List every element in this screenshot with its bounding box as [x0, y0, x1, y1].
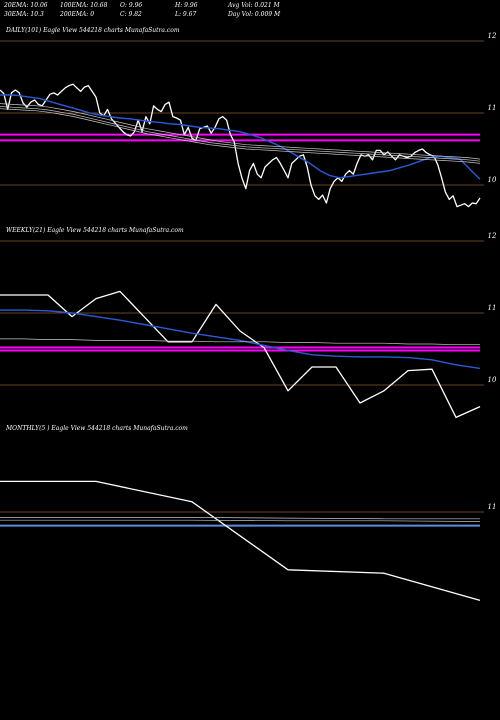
weekly-chart-title: WEEKLY(21) Eagle View 544218 charts Muna… [6, 227, 184, 234]
daily-ytick-label: 10 [488, 176, 497, 184]
monthly-ema-long-1-line [0, 517, 480, 520]
daily-price-line [0, 83, 481, 208]
weekly-ema-long-1-line [0, 338, 480, 346]
monthly-ema-long-2-line [0, 519, 481, 522]
header-ema30: 30EMA: 10.3 [4, 11, 44, 18]
header-high: H: 9.96 [175, 2, 198, 9]
header-open: O: 9.96 [120, 2, 143, 9]
daily-ema-long-1-line [0, 103, 481, 160]
weekly-price-line [0, 290, 481, 419]
daily-ema-long-2-line [0, 106, 481, 162]
header-avg-vol: Avg Vol: 0.021 M [228, 2, 280, 9]
daily-ema-long-3-line [0, 108, 481, 164]
monthly-chart-title: MONTHLY(5 ) Eagle View 544218 charts Mun… [6, 425, 188, 432]
header-ema100: 100EMA: 10.68 [60, 2, 108, 9]
daily-ytick-label: 12 [488, 32, 497, 40]
weekly-ytick-label: 10 [488, 376, 497, 384]
daily-chart-title: DAILY(101) Eagle View 544218 charts Muna… [6, 27, 180, 34]
monthly-price-line [0, 480, 481, 602]
daily-ytick-label: 11 [488, 104, 497, 112]
weekly-ema-short-line [0, 309, 481, 370]
weekly-ytick-label: 12 [488, 232, 497, 240]
header-ema20: 20EMA: 10.06 [4, 2, 48, 9]
daily-ema-short-line [0, 94, 481, 180]
header-ema200: 200EMA: 0 [60, 11, 95, 18]
header-low: L: 9.67 [175, 11, 197, 18]
monthly-ytick-label: 11 [488, 503, 497, 511]
header-close: C: 9.82 [120, 11, 142, 18]
weekly-ytick-label: 11 [488, 304, 497, 312]
header-day-vol: Day Vol: 0.009 M [228, 11, 281, 18]
